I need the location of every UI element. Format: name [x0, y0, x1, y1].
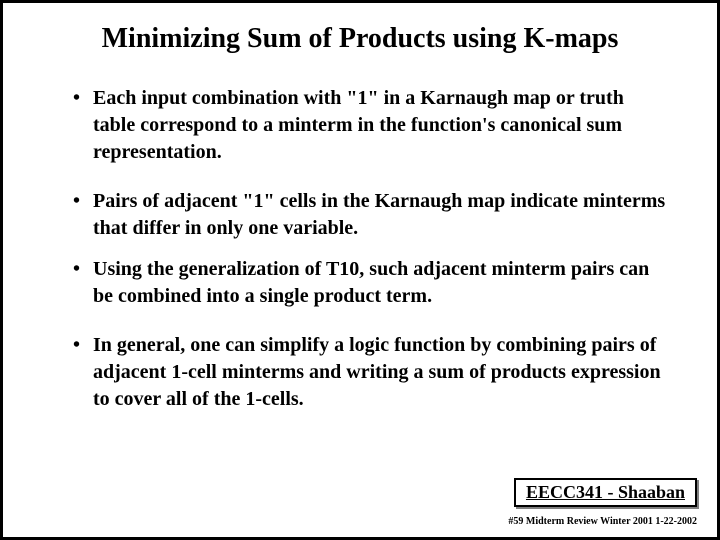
bullet-point: Using the generalization of T10, such ad… — [73, 256, 667, 310]
bullet-point: Each input combination with "1" in a Kar… — [73, 85, 667, 166]
footer-course-text: EECC341 - Shaaban — [526, 482, 685, 502]
footer-course-box: EECC341 - Shaaban — [514, 478, 697, 507]
footer-meta: #59 Midterm Review Winter 2001 1-22-2002 — [508, 516, 697, 527]
slide-title: Minimizing Sum of Products using K-maps — [3, 23, 717, 55]
bullet-point: In general, one can simplify a logic fun… — [73, 332, 667, 413]
content-area: Each input combination with "1" in a Kar… — [3, 85, 717, 413]
slide-container: Minimizing Sum of Products using K-maps … — [0, 0, 720, 540]
bullet-point: Pairs of adjacent "1" cells in the Karna… — [73, 188, 667, 242]
